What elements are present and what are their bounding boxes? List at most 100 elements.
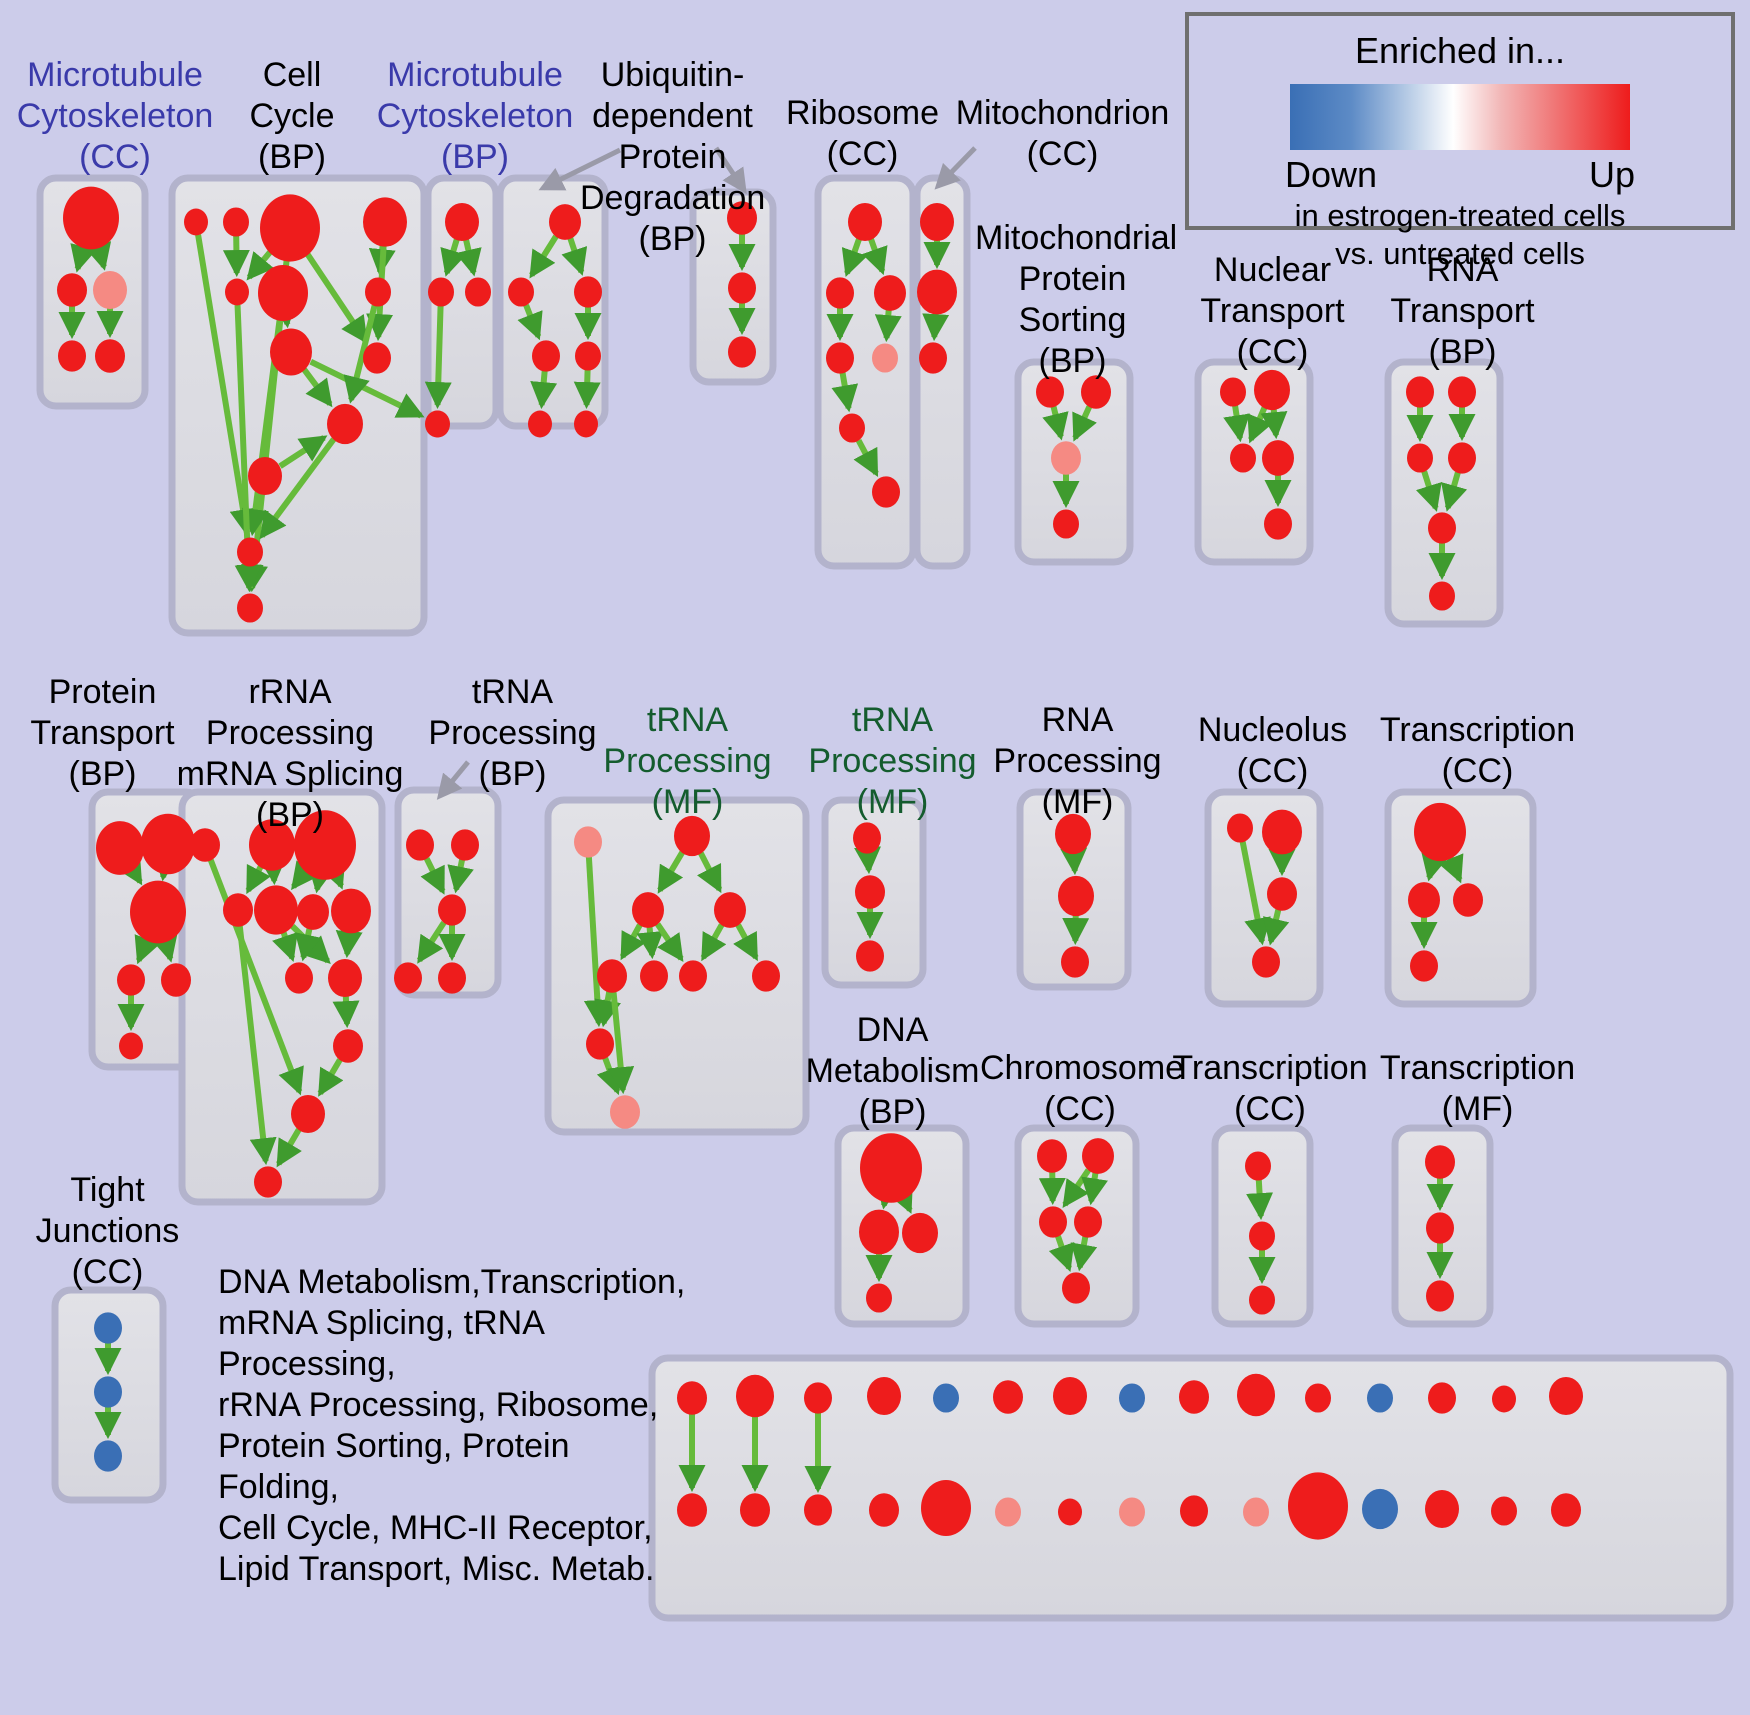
node[interactable] <box>249 819 295 871</box>
node[interactable] <box>674 815 710 857</box>
node[interactable] <box>679 960 707 992</box>
node[interactable] <box>254 885 298 935</box>
node[interactable] <box>438 894 466 926</box>
node[interactable] <box>1428 512 1456 544</box>
node[interactable] <box>610 1095 640 1129</box>
node[interactable] <box>237 593 263 623</box>
node[interactable] <box>1249 1285 1275 1315</box>
node[interactable] <box>294 810 356 880</box>
node[interactable] <box>1367 1383 1393 1413</box>
node[interactable] <box>1227 813 1253 843</box>
node[interactable] <box>223 207 249 237</box>
node[interactable] <box>258 265 308 321</box>
node[interactable] <box>727 201 757 235</box>
node[interactable] <box>1425 1489 1459 1529</box>
node[interactable] <box>1406 376 1434 408</box>
node[interactable] <box>438 962 466 994</box>
node[interactable] <box>826 342 854 374</box>
node[interactable] <box>640 960 668 992</box>
node[interactable] <box>1408 882 1440 918</box>
node[interactable] <box>394 962 422 994</box>
node[interactable] <box>1243 1497 1269 1527</box>
node[interactable] <box>933 1383 959 1413</box>
node[interactable] <box>130 880 186 944</box>
node[interactable] <box>365 277 391 307</box>
node[interactable] <box>1058 875 1094 917</box>
node[interactable] <box>508 277 534 307</box>
node[interactable] <box>866 1283 892 1313</box>
node[interactable] <box>57 273 87 307</box>
node[interactable] <box>736 1374 774 1418</box>
node[interactable] <box>869 1493 899 1527</box>
node[interactable] <box>574 826 602 858</box>
node[interactable] <box>1414 802 1466 862</box>
node[interactable] <box>872 343 898 373</box>
node[interactable] <box>1053 1376 1087 1416</box>
node[interactable] <box>1448 376 1476 408</box>
node[interactable] <box>1180 1495 1208 1527</box>
node[interactable] <box>445 202 479 242</box>
node[interactable] <box>465 277 491 307</box>
node[interactable] <box>804 1494 832 1526</box>
node[interactable] <box>853 822 881 854</box>
node[interactable] <box>406 829 434 861</box>
node[interactable] <box>1039 1206 1067 1238</box>
node[interactable] <box>1426 1280 1454 1312</box>
node[interactable] <box>1262 809 1302 855</box>
node[interactable] <box>1453 883 1483 917</box>
node[interactable] <box>1429 581 1455 611</box>
node[interactable] <box>94 1440 122 1472</box>
node[interactable] <box>161 963 191 997</box>
node[interactable] <box>714 892 746 928</box>
node[interactable] <box>428 277 454 307</box>
node[interactable] <box>260 194 320 262</box>
node[interactable] <box>874 275 906 311</box>
node[interactable] <box>270 328 312 376</box>
node[interactable] <box>575 341 601 371</box>
node[interactable] <box>839 413 865 443</box>
node[interactable] <box>1448 442 1476 474</box>
node[interactable] <box>549 204 581 240</box>
node[interactable] <box>1237 1373 1275 1417</box>
node[interactable] <box>1492 1385 1516 1413</box>
node[interactable] <box>1262 440 1294 476</box>
node[interactable] <box>917 269 957 315</box>
node[interactable] <box>860 1133 922 1203</box>
node[interactable] <box>752 960 780 992</box>
node[interactable] <box>1230 443 1256 473</box>
node[interactable] <box>1491 1496 1517 1526</box>
node[interactable] <box>528 410 552 438</box>
node[interactable] <box>95 339 125 373</box>
node[interactable] <box>632 892 664 928</box>
node[interactable] <box>1407 443 1433 473</box>
node[interactable] <box>1549 1376 1583 1416</box>
node[interactable] <box>1074 1206 1102 1238</box>
node[interactable] <box>333 1029 363 1063</box>
node[interactable] <box>225 278 249 306</box>
node[interactable] <box>1249 1221 1275 1251</box>
node[interactable] <box>677 1493 707 1527</box>
node[interactable] <box>184 208 208 236</box>
node[interactable] <box>597 959 627 993</box>
node[interactable] <box>1037 1139 1067 1173</box>
node[interactable] <box>63 186 119 250</box>
node[interactable] <box>921 1480 971 1536</box>
node[interactable] <box>856 940 884 972</box>
node[interactable] <box>1119 1497 1145 1527</box>
node[interactable] <box>297 894 329 930</box>
node[interactable] <box>285 962 313 994</box>
node[interactable] <box>327 403 363 445</box>
node[interactable] <box>425 410 449 438</box>
node[interactable] <box>223 893 253 927</box>
node[interactable] <box>190 828 220 862</box>
node[interactable] <box>826 277 854 309</box>
node[interactable] <box>902 1212 938 1254</box>
node[interactable] <box>872 476 900 508</box>
node[interactable] <box>1426 1212 1454 1244</box>
node[interactable] <box>1267 877 1297 911</box>
node[interactable] <box>920 202 954 242</box>
node[interactable] <box>117 964 145 996</box>
node[interactable] <box>1036 376 1064 408</box>
node[interactable] <box>919 342 947 374</box>
node[interactable] <box>93 270 127 310</box>
